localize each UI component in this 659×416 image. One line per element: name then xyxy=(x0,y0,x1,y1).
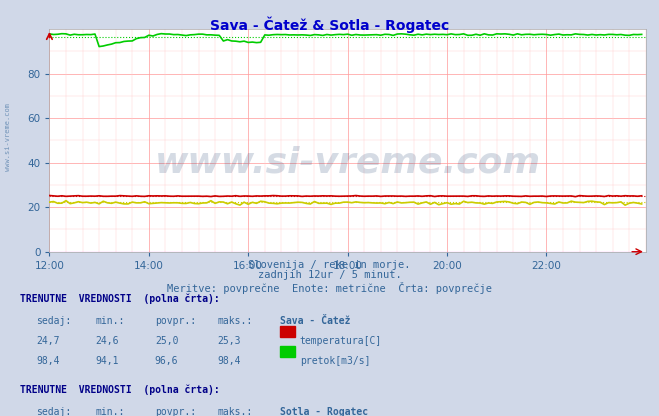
Text: 98,4: 98,4 xyxy=(36,356,60,366)
Text: pretok[m3/s]: pretok[m3/s] xyxy=(300,356,370,366)
Text: Slovenija / reke in morje.: Slovenija / reke in morje. xyxy=(248,260,411,270)
Text: zadnjih 12ur / 5 minut.: zadnjih 12ur / 5 minut. xyxy=(258,270,401,280)
Text: min.:: min.: xyxy=(96,407,125,416)
Text: povpr.:: povpr.: xyxy=(155,316,196,326)
Text: www.si-vreme.com: www.si-vreme.com xyxy=(155,146,540,180)
Text: TRENUTNE  VREDNOSTI  (polna črta):: TRENUTNE VREDNOSTI (polna črta): xyxy=(20,384,219,395)
Text: min.:: min.: xyxy=(96,316,125,326)
Text: sedaj:: sedaj: xyxy=(36,316,71,326)
Text: sedaj:: sedaj: xyxy=(36,407,71,416)
Text: TRENUTNE  VREDNOSTI  (polna črta):: TRENUTNE VREDNOSTI (polna črta): xyxy=(20,293,219,304)
Text: povpr.:: povpr.: xyxy=(155,407,196,416)
Text: 25,3: 25,3 xyxy=(217,336,241,346)
Text: Sotla - Rogatec: Sotla - Rogatec xyxy=(280,407,368,416)
Text: 25,0: 25,0 xyxy=(155,336,179,346)
Text: maks.:: maks.: xyxy=(217,407,252,416)
Text: maks.:: maks.: xyxy=(217,316,252,326)
Text: 96,6: 96,6 xyxy=(155,356,179,366)
Text: 24,7: 24,7 xyxy=(36,336,60,346)
Text: 98,4: 98,4 xyxy=(217,356,241,366)
Text: Sava - Čatež & Sotla - Rogatec: Sava - Čatež & Sotla - Rogatec xyxy=(210,17,449,33)
Text: www.si-vreme.com: www.si-vreme.com xyxy=(5,103,11,171)
Text: 24,6: 24,6 xyxy=(96,336,119,346)
Text: Meritve: povprečne  Enote: metrične  Črta: povprečje: Meritve: povprečne Enote: metrične Črta:… xyxy=(167,282,492,294)
Text: 94,1: 94,1 xyxy=(96,356,119,366)
Text: Sava - Čatež: Sava - Čatež xyxy=(280,316,351,326)
Text: temperatura[C]: temperatura[C] xyxy=(300,336,382,346)
